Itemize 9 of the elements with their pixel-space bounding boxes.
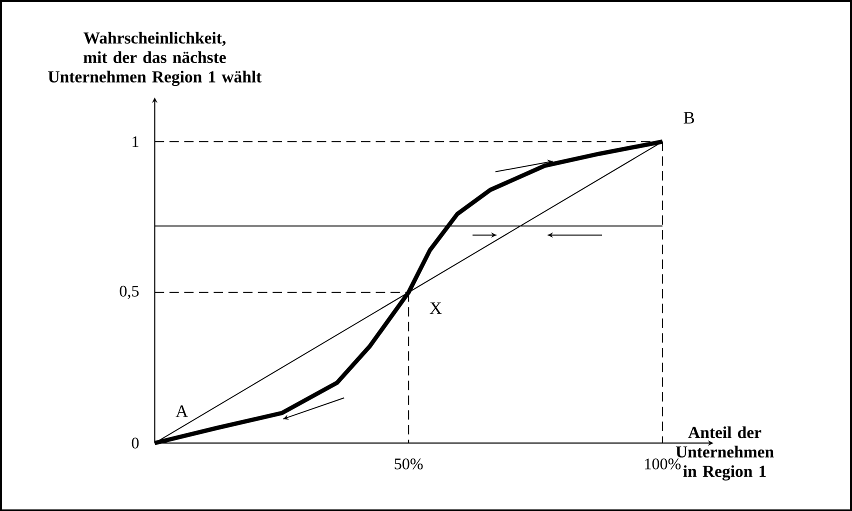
x-tick-label: 100%	[645, 458, 681, 470]
x-tick-label: 50%	[394, 458, 423, 470]
y-axis-title: Wahrscheinlichkeit, mit der das nächste Unternehmen Region 1 wählt	[48, 32, 262, 86]
y-tick-label: 0,5	[120, 286, 139, 299]
y-tick-label: 0	[132, 437, 139, 448]
y-tick-label: 1	[132, 136, 138, 147]
annotation: B	[684, 112, 694, 124]
annotation: A	[176, 405, 188, 417]
annotation: X	[430, 302, 442, 314]
